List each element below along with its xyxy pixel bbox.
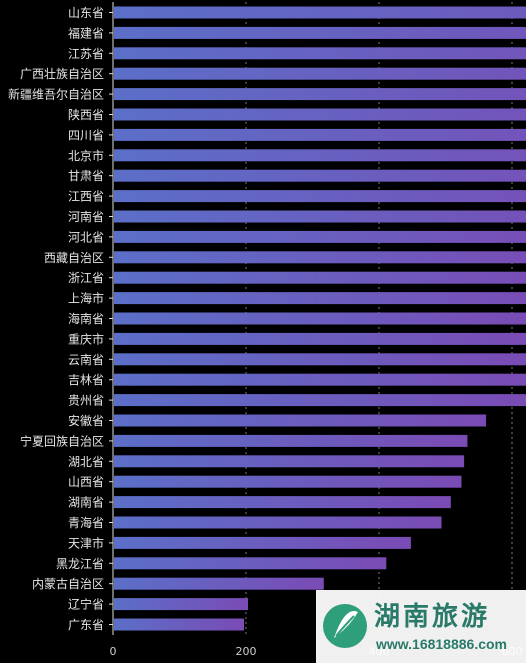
bar bbox=[114, 190, 526, 203]
category-label: 江苏省 bbox=[68, 47, 104, 61]
category-label: 广东省 bbox=[68, 618, 104, 632]
bar bbox=[114, 496, 451, 509]
category-label: 黑龙江省 bbox=[56, 557, 104, 571]
category-label: 青海省 bbox=[68, 515, 104, 530]
bars bbox=[114, 6, 526, 631]
category-label: 福建省 bbox=[68, 25, 104, 40]
bar bbox=[114, 516, 442, 529]
category-label: 山东省 bbox=[68, 6, 104, 20]
category-label: 江西省 bbox=[68, 190, 104, 204]
bar bbox=[114, 292, 526, 305]
bar bbox=[114, 394, 526, 407]
category-label: 天津市 bbox=[68, 535, 104, 550]
watermark-url: www.16818886.com bbox=[376, 636, 508, 652]
category-label: 海南省 bbox=[68, 311, 104, 326]
category-label: 陕西省 bbox=[68, 107, 104, 122]
category-label: 湖北省 bbox=[68, 454, 104, 469]
bar bbox=[114, 536, 411, 549]
category-label: 甘肃省 bbox=[68, 169, 104, 183]
bar bbox=[114, 47, 526, 60]
bar bbox=[114, 271, 526, 284]
category-label: 宁夏回族自治区 bbox=[20, 433, 104, 448]
category-label: 河南省 bbox=[68, 209, 104, 224]
bar bbox=[114, 455, 465, 468]
category-label: 广西壮族自治区 bbox=[20, 67, 104, 81]
bar bbox=[114, 169, 526, 182]
bar bbox=[114, 353, 526, 366]
x-tick-label: 200 bbox=[236, 645, 257, 658]
category-label: 北京市 bbox=[68, 148, 104, 163]
category-label: 重庆市 bbox=[68, 331, 104, 346]
category-labels: 山东省福建省江苏省广西壮族自治区新疆维吾尔自治区陕西省四川省北京市甘肃省江西省河… bbox=[8, 6, 113, 632]
bar bbox=[114, 557, 387, 570]
category-label: 湖南省 bbox=[68, 495, 104, 510]
category-label: 浙江省 bbox=[68, 271, 104, 285]
bar bbox=[114, 230, 526, 243]
category-label: 云南省 bbox=[68, 352, 104, 367]
bar bbox=[114, 312, 526, 325]
bar bbox=[114, 251, 526, 264]
category-label: 内蒙古自治区 bbox=[32, 576, 104, 591]
bar bbox=[114, 434, 468, 447]
bar bbox=[114, 598, 248, 611]
category-label: 四川省 bbox=[68, 128, 104, 142]
bar bbox=[114, 26, 526, 39]
category-label: 河北省 bbox=[68, 230, 104, 244]
bar bbox=[114, 108, 526, 121]
x-tick-label: 0 bbox=[110, 645, 117, 658]
bar bbox=[114, 67, 526, 80]
bar bbox=[114, 210, 526, 223]
category-label: 辽宁省 bbox=[68, 597, 104, 612]
category-label: 吉林省 bbox=[68, 373, 104, 387]
category-label: 山西省 bbox=[68, 475, 104, 489]
category-label: 西藏自治区 bbox=[44, 251, 104, 265]
watermark: 湖南旅游 www.16818886.com bbox=[316, 590, 526, 663]
bar bbox=[114, 149, 526, 162]
category-label: 安徽省 bbox=[68, 413, 104, 428]
bar bbox=[114, 373, 526, 386]
category-label: 贵州省 bbox=[68, 394, 104, 408]
watermark-title: 湖南旅游 bbox=[374, 602, 491, 632]
bar bbox=[114, 475, 462, 488]
bar bbox=[114, 88, 526, 101]
category-label: 上海市 bbox=[68, 291, 104, 306]
bar bbox=[114, 6, 526, 19]
bar bbox=[114, 414, 487, 427]
bar bbox=[114, 128, 526, 141]
leaf-logo-icon bbox=[323, 604, 367, 648]
bar bbox=[114, 618, 245, 631]
bar bbox=[114, 332, 526, 345]
bar bbox=[114, 577, 324, 590]
category-label: 新疆维吾尔自治区 bbox=[8, 87, 104, 102]
